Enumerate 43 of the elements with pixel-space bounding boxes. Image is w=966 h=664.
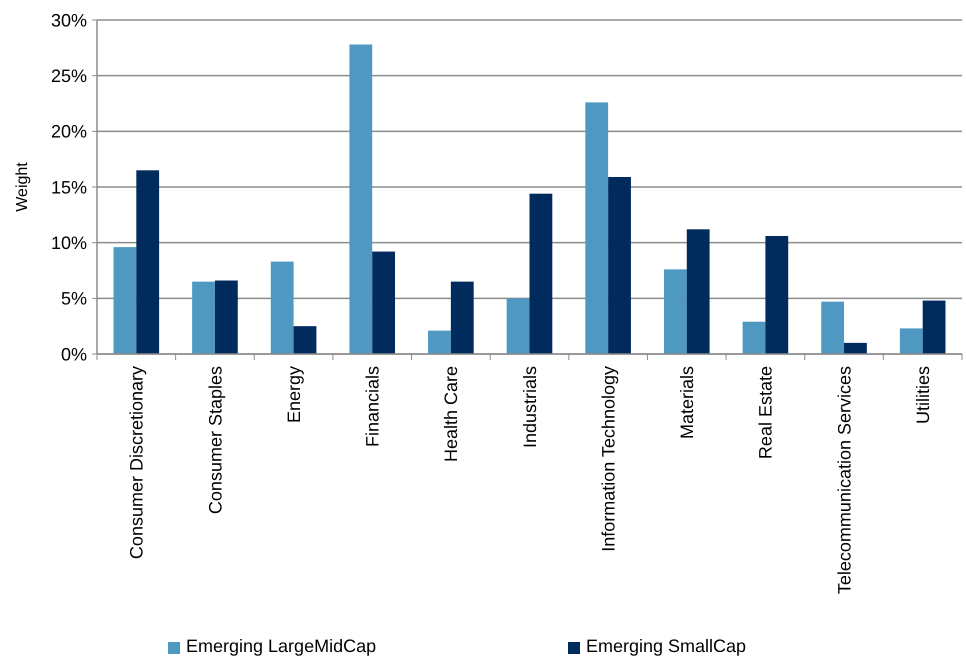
x-tick-label: Energy [284, 366, 304, 424]
y-axis-title: Weight [14, 162, 31, 212]
x-tick-label: Real Estate [756, 366, 776, 460]
bar [372, 252, 396, 354]
y-tick-label: 5% [60, 288, 87, 309]
bar [192, 282, 215, 354]
bar [664, 269, 687, 354]
x-tick-label: Utilities [912, 366, 933, 424]
y-tick-label: 20% [50, 122, 87, 142]
y-tick-label: 15% [50, 177, 87, 198]
bar [506, 298, 530, 354]
bar [214, 280, 238, 354]
y-tick-label: 10% [50, 232, 87, 253]
bar [270, 262, 294, 354]
bar [922, 300, 946, 354]
x-tick-label: Materials [677, 366, 698, 440]
y-tick-label: 30% [50, 10, 87, 30]
x-tick-label: Telecommunication Services [834, 366, 854, 594]
y-tick-label: 25% [50, 66, 87, 86]
bar [585, 102, 608, 354]
x-tick-label: Financials [362, 366, 383, 448]
x-tick-label: Industrials [520, 366, 540, 448]
bar [608, 176, 631, 354]
bar [294, 326, 316, 354]
bar [136, 170, 160, 354]
legend-label: Emerging SmallCap [586, 636, 746, 656]
bar [450, 282, 474, 354]
bar [765, 236, 788, 354]
bar [349, 44, 372, 354]
bar [742, 322, 766, 354]
bar [844, 342, 867, 354]
bar [900, 328, 923, 354]
x-tick-label: Consumer Staples [205, 366, 226, 514]
bar [821, 302, 844, 354]
bar [114, 247, 136, 354]
x-tick-label: Information Technology [598, 366, 618, 552]
bar [428, 330, 451, 354]
bar [530, 194, 552, 354]
legend-label: Emerging LargeMidCap [186, 636, 376, 656]
x-tick-label: Health Care [441, 366, 462, 462]
x-tick-label: Consumer Discretionary [126, 366, 147, 560]
bar [686, 229, 710, 354]
y-tick-label: 0% [60, 344, 87, 364]
